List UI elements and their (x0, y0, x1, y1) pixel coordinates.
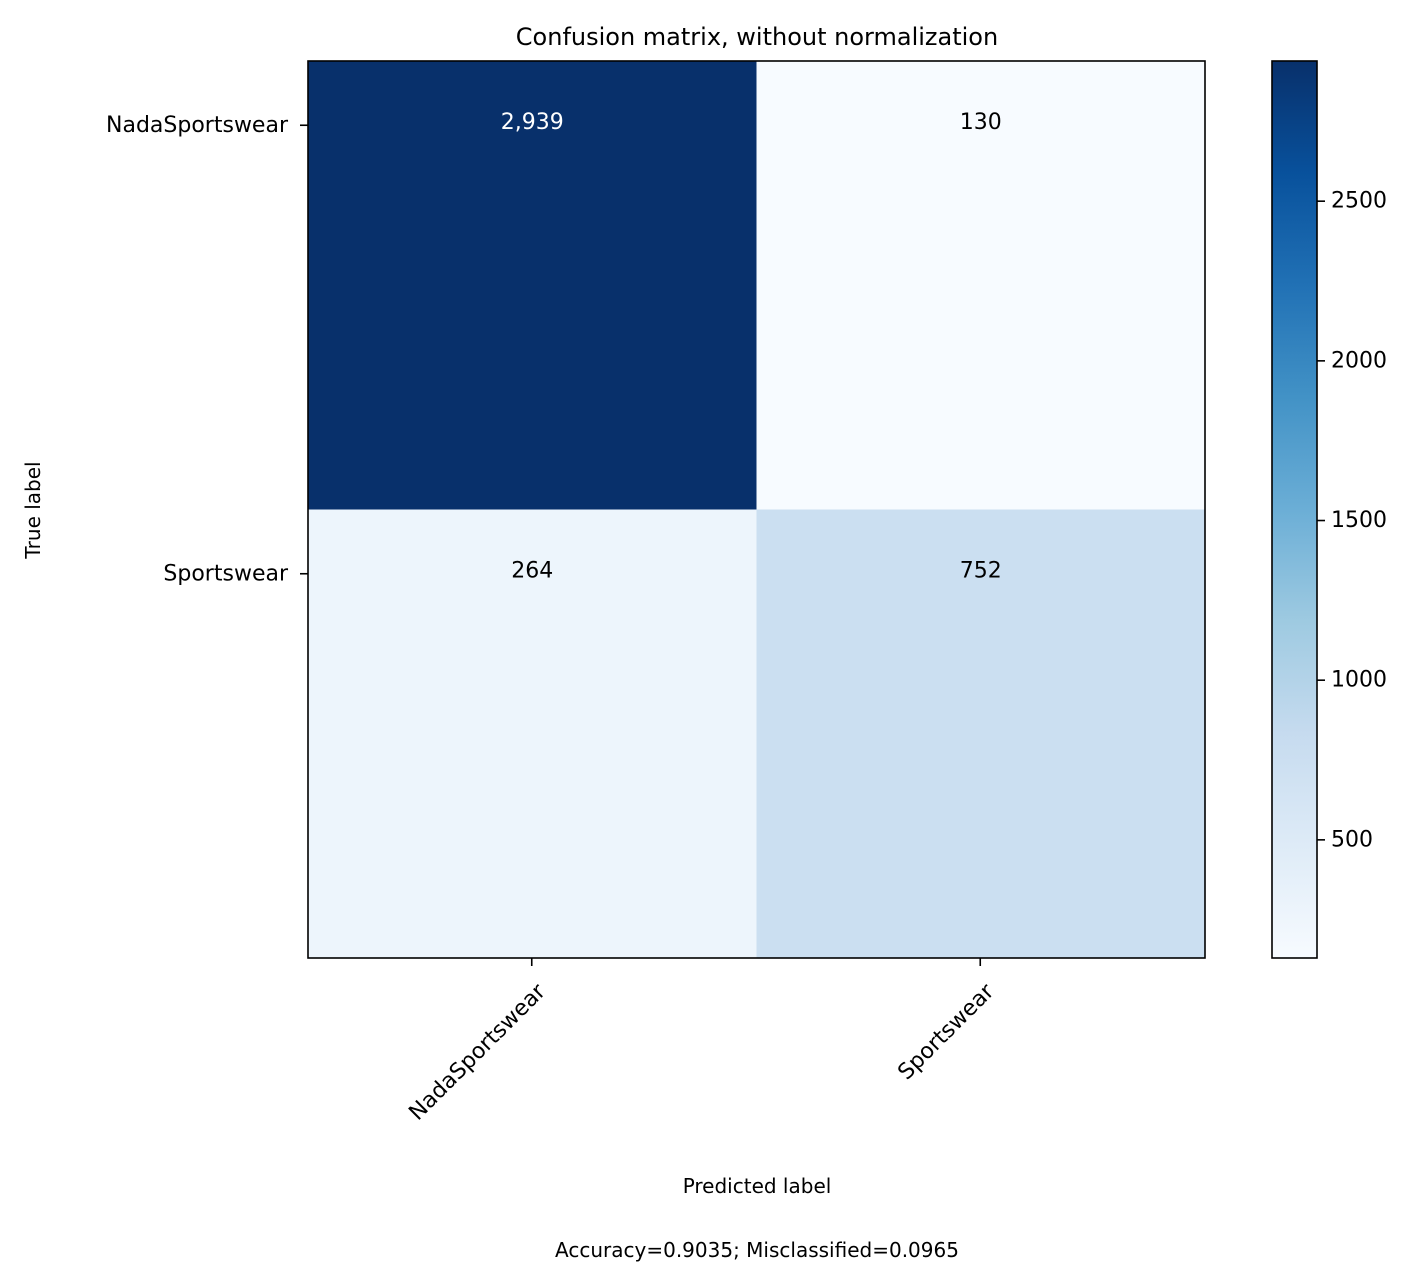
colorbar-ticks: 500 1000 1500 2000 2500 (1317, 189, 1387, 852)
matrix-cell (756, 509, 1205, 958)
colorbar-fill (1272, 61, 1317, 958)
accuracy-footer: Accuracy=0.9035; Misclassified=0.0965 (555, 1238, 959, 1262)
colorbar-tick-label: 1500 (1331, 508, 1387, 533)
chart-title: Confusion matrix, without normalization (516, 23, 998, 51)
colorbar-frame (1271, 60, 1318, 959)
matrix-cell-labels: 2,939 130 264 752 (501, 110, 1002, 584)
matrix-cell (756, 61, 1205, 510)
matrix-cell-value: 2,939 (501, 110, 564, 135)
plot-frame (307, 60, 1206, 959)
colorbar-tick-label: 1000 (1331, 668, 1387, 693)
colorbar-tick-label: 500 (1331, 827, 1373, 852)
y-tick-label: NadaSportswear (106, 113, 289, 138)
matrix-cell-value: 130 (960, 110, 1002, 135)
x-axis-label: Predicted label (683, 1174, 832, 1198)
x-tick-label: NadaSportswear (404, 979, 551, 1126)
matrix-cell (308, 509, 757, 958)
matrix-cell (308, 61, 757, 510)
colorbar-tick-label: 2000 (1331, 348, 1387, 373)
matrix-cell-value: 264 (511, 558, 553, 583)
y-axis-label: True label (21, 461, 45, 559)
y-axis-ticks: NadaSportswear Sportswear (106, 113, 308, 586)
x-axis-ticks: NadaSportswear Sportswear (404, 958, 1000, 1126)
y-tick-label: Sportswear (163, 561, 289, 586)
matrix-cell-value: 752 (960, 558, 1002, 583)
colorbar-tick-label: 2500 (1331, 189, 1387, 214)
matrix-cells (308, 61, 1205, 958)
x-tick-label: Sportswear (893, 979, 999, 1085)
